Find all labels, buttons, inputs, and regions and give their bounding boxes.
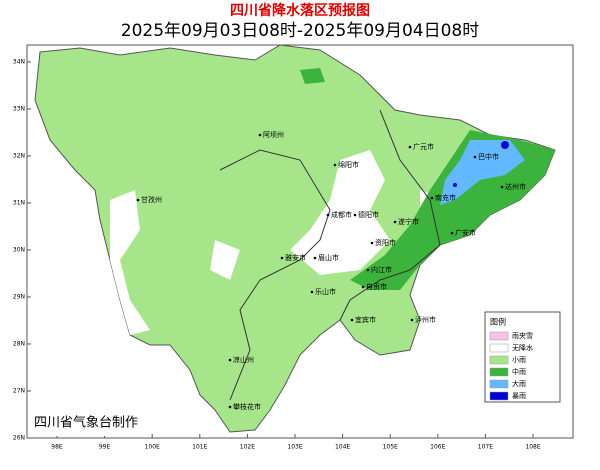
lat-tick-label: 28N [13,340,25,347]
city-marker [370,241,374,245]
city-marker [280,256,284,260]
legend-swatch [489,343,509,353]
legend-label: 中雨 [512,367,526,376]
legend-swatch [489,355,509,365]
city-label: 巴中市 [478,152,499,161]
lat-tick-label: 32N [13,152,25,159]
city-label: 成都市 [331,210,352,219]
city-marker [410,318,414,322]
subtitle: 2025年09月03日08时-2025年09月04日08时 [121,21,479,41]
lon-tick-label: 99E [99,444,111,451]
legend-swatch [489,391,509,401]
lon-tick-label: 98E [51,444,63,451]
city-boundary [339,109,441,321]
city-marker [258,133,262,137]
city-label: 凉山州 [233,355,254,364]
legend-label: 雨夹雪 [512,331,533,340]
legend-swatch [489,379,509,389]
city-marker [361,285,365,289]
city-marker [353,213,357,217]
lat-tick-label: 34N [13,58,25,65]
city-marker [408,145,412,149]
no-rain-area [290,150,390,275]
lon-tick-label: 103E [287,444,302,451]
city-label: 德阳市 [358,210,379,219]
city-marker [333,163,337,167]
lat-tick-label: 31N [13,199,25,206]
lat-tick-label: 26N [13,435,25,442]
legend-swatch [489,367,509,377]
city-label: 自贡市 [366,282,387,291]
legend-label: 无降水 [512,343,533,352]
city-marker [500,185,504,189]
city-label: 南充市 [435,193,456,202]
no-rain-area [210,240,240,280]
city-marker [450,231,454,235]
footer: 四川省气象台制作 [34,415,138,431]
legend-label: 大雨 [512,379,526,388]
lon-tick-label: 106E [430,444,445,451]
city-marker [473,155,477,159]
city-label: 阿坝州 [263,130,284,139]
lon-tick-label: 105E [383,444,398,451]
city-label: 绵阳市 [338,160,359,169]
lon-tick-label: 104E [335,444,350,451]
legend-title: 图例 [490,317,506,327]
footer-box [28,410,143,436]
city-label: 遂宁市 [398,217,419,226]
lat-tick-label: 33N [13,105,25,112]
heavy-rain-area [440,140,525,205]
city-marker [228,405,232,409]
city-marker [430,196,434,200]
city-boundary [219,149,331,401]
lon-tick-label: 102E [240,444,255,451]
moderate-rain-area [300,68,325,84]
city-label: 宜宾市 [355,315,376,324]
city-label: 内江市 [371,265,392,274]
city-label: 攀枝花市 [233,402,261,411]
rainstorm-area [501,141,509,149]
city-label: 广安市 [455,228,476,237]
legend-label: 暴雨 [512,392,526,400]
city-label: 雅安市 [285,253,306,262]
lon-tick-label: 108E [525,444,540,451]
lat-tick-label: 30N [13,246,25,253]
city-label: 甘孜州 [141,195,162,204]
lon-tick-label: 100E [145,444,160,451]
city-label: 资阳市 [375,238,396,247]
city-label: 泸州市 [415,315,436,324]
legend-label: 小雨 [512,355,526,364]
city-marker [136,198,140,202]
city-marker [366,268,370,272]
city-marker [326,213,330,217]
lon-tick-label: 107E [478,444,493,451]
city-marker [310,290,314,294]
title: 四川省降水落区预报图 [230,2,370,19]
city-label: 广元市 [413,142,434,151]
city-label: 眉山市 [318,253,339,262]
lat-tick-label: 27N [13,387,25,394]
legend-swatch [489,331,509,341]
city-marker [350,318,354,322]
city-marker [228,358,232,362]
map-layer [34,44,556,433]
province-area [34,44,556,433]
city-marker [313,256,317,260]
city-marker [393,220,397,224]
rainstorm-area [453,183,457,187]
city-label: 乐山市 [315,287,336,296]
lat-tick-label: 29N [13,293,25,300]
city-label: 达州市 [505,182,526,191]
lon-tick-label: 101E [192,444,207,451]
no-rain-area [110,190,150,335]
